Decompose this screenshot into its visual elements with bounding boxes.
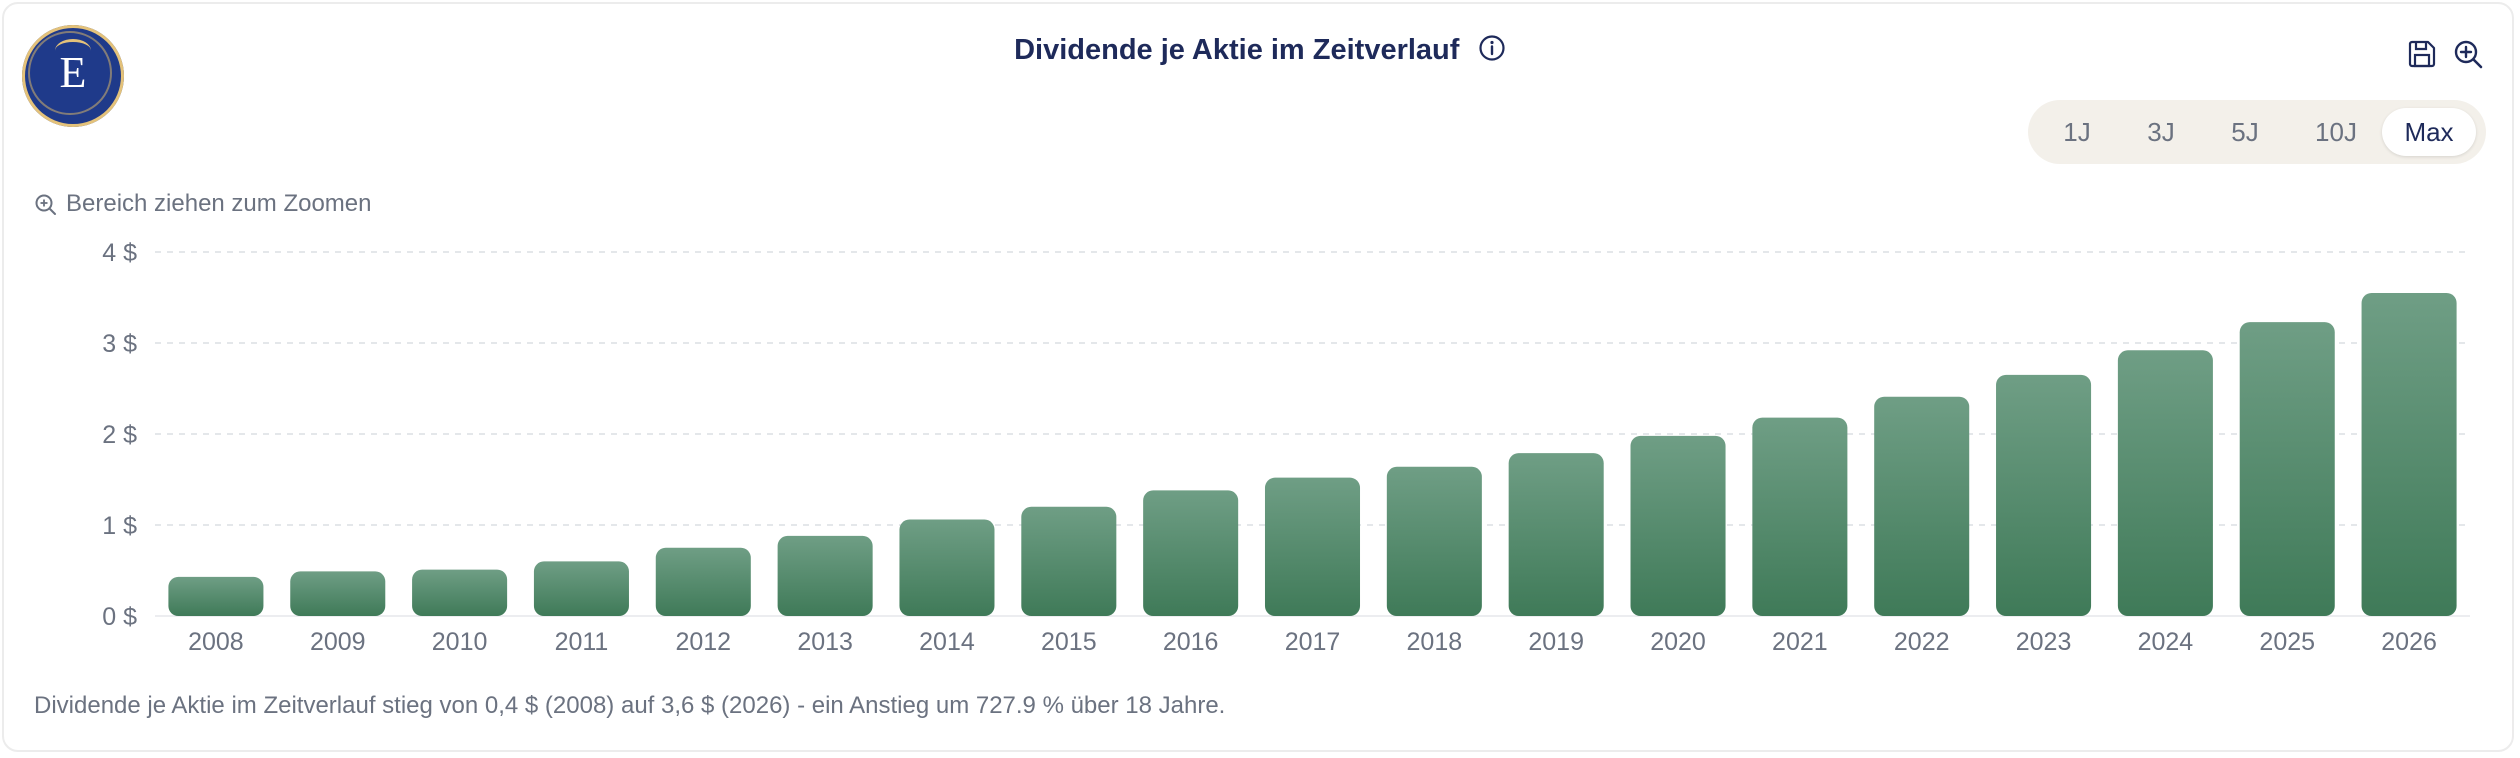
chart-title: Dividende je Aktie im Zeitverlauf (1014, 34, 1460, 66)
x-tick-label: 2025 (2259, 628, 2315, 656)
bar-2019[interactable] (1508, 453, 1604, 616)
x-tick-label: 2013 (797, 628, 853, 656)
bar-2021[interactable] (1752, 417, 1848, 616)
company-logo: E (22, 25, 124, 127)
x-tick-label: 2026 (2381, 628, 2437, 656)
save-icon[interactable] (2406, 38, 2438, 75)
x-tick-label: 2008 (188, 628, 244, 656)
x-tick-label: 2021 (1772, 628, 1828, 656)
y-axis: 0 $ 1 $ 2 $ 3 $ 4 $ (102, 239, 137, 631)
bar-2008[interactable] (168, 576, 264, 616)
y-tick-label: 0 $ (102, 603, 137, 631)
y-tick-label: 2 $ (102, 421, 137, 449)
range-3j-button[interactable]: 3J (2147, 117, 2175, 147)
bar-2013[interactable] (777, 535, 873, 616)
x-tick-label: 2017 (1285, 628, 1341, 656)
title-bar: Dividende je Aktie im Zeitverlauf (0, 34, 2520, 67)
bar-2016[interactable] (1143, 490, 1239, 616)
x-tick-label: 2018 (1407, 628, 1463, 656)
range-5j-button[interactable]: 5J (2231, 117, 2259, 147)
bar-2014[interactable] (899, 519, 995, 616)
x-tick-label: 2019 (1528, 628, 1584, 656)
bar-2009[interactable] (290, 571, 386, 616)
x-tick-label: 2012 (675, 628, 731, 656)
logo-letter: E (59, 48, 87, 97)
x-tick-label: 2009 (310, 628, 366, 656)
x-tick-label: 2020 (1650, 628, 1706, 656)
x-axis: 2008 2009 2010 2011 2012 2013 2014 2015 2016 2017… (188, 628, 2437, 656)
x-tick-label: 2015 (1041, 628, 1097, 656)
y-tick-label: 1 $ (102, 512, 137, 540)
bar-2012[interactable] (655, 547, 751, 616)
bar-2018[interactable] (1386, 466, 1482, 616)
x-tick-label: 2014 (919, 628, 975, 656)
y-tick-label: 4 $ (102, 239, 137, 267)
range-1j-button[interactable]: 1J (2063, 117, 2091, 147)
range-selector: 1J 3J 5J 10J Max (2028, 100, 2486, 164)
x-tick-label: 2024 (2138, 628, 2194, 656)
x-tick-label: 2016 (1163, 628, 1219, 656)
zoom-hint-text: Bereich ziehen zum Zoomen (66, 190, 372, 217)
bars (168, 292, 2457, 616)
range-10j-button[interactable]: 10J (2315, 117, 2357, 147)
bar-2025[interactable] (2239, 322, 2335, 616)
zoom-hint-icon (35, 194, 56, 215)
y-tick-label: 3 $ (102, 330, 137, 358)
bar-2023[interactable] (1996, 374, 2092, 616)
x-tick-label: 2022 (1894, 628, 1950, 656)
bar-2015[interactable] (1021, 506, 1117, 616)
logo-ring (28, 31, 112, 115)
x-tick-label: 2011 (555, 628, 609, 656)
range-max-button[interactable]: Max (2382, 108, 2476, 156)
x-tick-label: 2023 (2016, 628, 2072, 656)
bar-2010[interactable] (412, 569, 508, 616)
bar-2017[interactable] (1264, 477, 1361, 616)
bar-2011[interactable] (533, 561, 629, 616)
chart-summary: Dividende je Aktie im Zeitverlauf stieg … (34, 692, 1226, 719)
info-icon[interactable] (1478, 34, 1506, 67)
logo-arc (55, 39, 91, 62)
zoom-in-icon[interactable] (2452, 38, 2484, 75)
bar-2022[interactable] (1874, 396, 1970, 616)
bar-2026[interactable] (2361, 292, 2457, 616)
x-tick-label: 2010 (432, 628, 488, 656)
bar-2020[interactable] (1630, 435, 1726, 616)
bar-2024[interactable] (2117, 350, 2213, 616)
